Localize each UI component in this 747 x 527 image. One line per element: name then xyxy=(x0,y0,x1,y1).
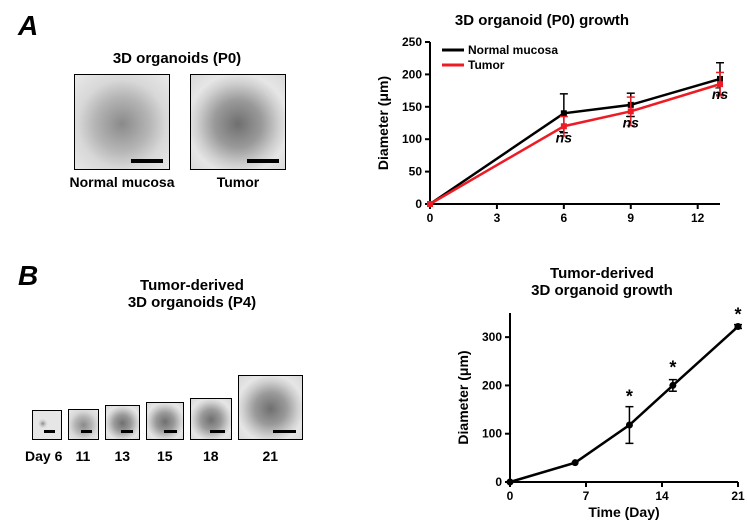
panel-b-micrograph-day-15 xyxy=(146,402,184,440)
svg-text:100: 100 xyxy=(402,132,422,146)
panel-b-day-label: 11 xyxy=(76,448,91,464)
svg-text:150: 150 xyxy=(402,100,422,114)
panel-b-micrograph-day-18 xyxy=(190,398,232,440)
organoid-image xyxy=(191,399,231,439)
svg-text:9: 9 xyxy=(627,211,634,225)
svg-text:7: 7 xyxy=(583,489,590,503)
panel-b-day-label: 13 xyxy=(115,448,131,464)
scale-bar xyxy=(164,430,177,433)
panel-b-section-title: Tumor-derived 3D organoids (P4) xyxy=(92,277,292,311)
panel-b-label: B xyxy=(18,260,38,292)
panel-b-day-label: Day 6 xyxy=(25,448,62,464)
panel-a-micrograph-normal xyxy=(74,74,170,170)
svg-text:Normal mucosa: Normal mucosa xyxy=(468,43,558,57)
panel-b-day-label: 18 xyxy=(203,448,219,464)
scale-bar xyxy=(121,430,133,433)
panel-b-micrograph-day-6 xyxy=(32,410,62,440)
organoid-image xyxy=(69,410,98,439)
organoid-image xyxy=(147,403,183,439)
scale-bar xyxy=(210,430,225,433)
organoid-image xyxy=(106,406,139,439)
panel-b-day-label: 15 xyxy=(157,448,173,464)
svg-text:Tumor: Tumor xyxy=(468,58,505,72)
panel-a-chart-svg: 0 3 6 9 12 0 50 100 150 200 250 Diameter (μm) n̄s n̄s… xyxy=(372,32,732,232)
panel-b-chart: 0 7 14 21 0 100 200 300 Diameter (μm) Time (Day) *… xyxy=(452,307,747,522)
svg-text:*: * xyxy=(669,357,676,377)
svg-text:200: 200 xyxy=(402,67,422,81)
svg-text:200: 200 xyxy=(482,378,502,392)
panel-a-chart: 0 3 6 9 12 0 50 100 150 200 250 Diameter (μm) n̄s n̄s… xyxy=(372,32,732,232)
organoid-image xyxy=(191,75,285,169)
svg-text:0: 0 xyxy=(415,197,422,211)
svg-text:n̄s: n̄s xyxy=(623,114,640,131)
scale-bar xyxy=(44,430,55,433)
scale-bar xyxy=(131,159,163,163)
svg-text:0: 0 xyxy=(507,489,514,503)
svg-text:Diameter (μm): Diameter (μm) xyxy=(455,350,471,444)
svg-text:300: 300 xyxy=(482,330,502,344)
panel-a-micrograph-normal-caption: Normal mucosa xyxy=(54,174,190,190)
svg-text:100: 100 xyxy=(482,427,502,441)
panel-a-micrograph-tumor-caption: Tumor xyxy=(190,174,286,190)
panel-a-label: A xyxy=(18,10,38,42)
svg-text:*: * xyxy=(734,307,741,324)
organoid-image xyxy=(239,376,302,439)
svg-text:Diameter (μm): Diameter (μm) xyxy=(375,76,391,170)
scale-bar xyxy=(247,159,279,163)
svg-text:n̄s: n̄s xyxy=(556,129,573,146)
panel-b-micrograph-day-11 xyxy=(68,409,99,440)
panel-b-chart-svg: 0 7 14 21 0 100 200 300 Diameter (μm) Time (Day) *… xyxy=(452,307,747,522)
scale-bar xyxy=(273,430,296,433)
panel-b-day-label: 21 xyxy=(263,448,279,464)
panel-b-chart-title: Tumor-derived 3D organoid growth xyxy=(472,265,732,299)
svg-text:14: 14 xyxy=(655,489,669,503)
svg-text:12: 12 xyxy=(691,211,705,225)
svg-text:0: 0 xyxy=(495,475,502,489)
panel-a-section-title: 3D organoids (P0) xyxy=(67,50,287,67)
svg-text:*: * xyxy=(626,386,633,406)
organoid-image xyxy=(33,411,61,439)
organoid-image xyxy=(75,75,169,169)
figure-root: A 3D organoids (P0) Normal mucosa Tumor … xyxy=(12,12,735,515)
svg-text:0: 0 xyxy=(427,211,434,225)
panel-a-chart-title: 3D organoid (P0) growth xyxy=(402,12,682,29)
svg-text:50: 50 xyxy=(409,165,423,179)
scale-bar xyxy=(81,430,92,433)
svg-text:250: 250 xyxy=(402,35,422,49)
svg-text:3: 3 xyxy=(494,211,501,225)
panel-b-micrograph-day-21 xyxy=(238,375,303,440)
svg-text:n̄s: n̄s xyxy=(712,85,729,102)
panel-b-micrograph-day-13 xyxy=(105,405,140,440)
panel-a-micrograph-tumor xyxy=(190,74,286,170)
panel-b-micrograph-strip: Day 61113151821 xyxy=(32,322,452,462)
svg-text:6: 6 xyxy=(561,211,568,225)
svg-text:21: 21 xyxy=(731,489,745,503)
svg-text:Time (Day): Time (Day) xyxy=(588,504,659,520)
